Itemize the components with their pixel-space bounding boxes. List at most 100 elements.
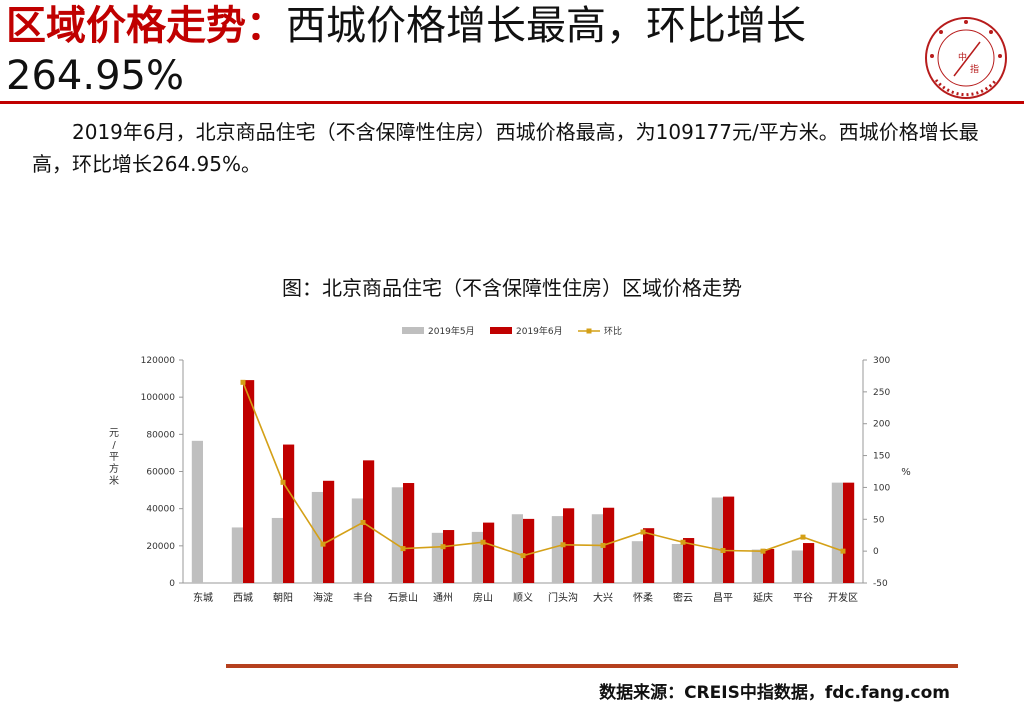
- x-tick-label: 朝阳: [273, 592, 293, 604]
- mom-change-point: [400, 546, 406, 552]
- summary-text: 2019年6月，北京商品住宅（不含保障性住房）西城价格最高，为109177元/平…: [32, 120, 979, 176]
- bar-may: [391, 487, 403, 583]
- x-tick-label: 房山: [473, 591, 493, 604]
- mom-change-point: [760, 548, 766, 554]
- x-tick-label: 丰台: [353, 591, 373, 604]
- legend-swatch-marker: [586, 328, 592, 334]
- x-tick-label: 西城: [233, 592, 253, 604]
- bar-may: [631, 541, 643, 583]
- legend-label: 2019年5月: [428, 325, 475, 337]
- x-tick-label: 通州: [433, 592, 453, 604]
- mom-change-point: [240, 379, 246, 385]
- y-axis-label-char: 元: [109, 428, 119, 439]
- mom-change-point: [520, 553, 526, 559]
- mom-change-point: [440, 544, 446, 550]
- x-tick-label: 密云: [673, 591, 693, 604]
- x-tick-label: 平谷: [793, 592, 813, 604]
- x-tick-label: 昌平: [713, 592, 733, 604]
- logo-center-top-text: 中: [958, 51, 967, 63]
- mom-change-point: [320, 541, 326, 547]
- price-trend-chart: 0 20000 40000 60000 80000 100000 120000 -50 0 50 1…: [109, 325, 911, 604]
- legend-label: 环比: [604, 325, 622, 337]
- mom-change-point: [560, 542, 566, 548]
- left-tick-label: 100000: [141, 393, 176, 403]
- bar-june: [443, 530, 455, 583]
- bar-may: [551, 516, 563, 583]
- x-tick-label: 大兴: [593, 591, 613, 604]
- bar-may: [671, 543, 683, 583]
- left-tick-label: 40000: [146, 505, 175, 515]
- page-title-main: 西城价格增长最高，环比增长: [286, 3, 806, 49]
- legend-label: 2019年6月: [516, 325, 563, 337]
- x-tick-label: 开发区: [828, 591, 858, 604]
- page-title-highlight: 区域价格走势：: [6, 3, 286, 49]
- mom-change-point: [840, 548, 846, 554]
- china-index-academy-logo: 中 指: [925, 17, 1007, 99]
- bar-june: [803, 543, 815, 583]
- bar-june: [323, 480, 335, 583]
- x-tick-label: 延庆: [753, 591, 773, 604]
- mom-change-line: [242, 382, 844, 557]
- bar-may: [791, 550, 803, 583]
- right-tick-label: 250: [873, 388, 890, 398]
- mom-change-point: [640, 529, 646, 535]
- mom-change-point: [360, 519, 366, 525]
- y-axis-label-char: 平: [109, 452, 119, 463]
- right-tick-label: 100: [873, 483, 890, 493]
- bar-june: [763, 548, 775, 583]
- bar-june: [363, 460, 375, 583]
- bar-june: [723, 496, 735, 583]
- header-divider: [0, 101, 1024, 104]
- x-tick-label: 门头沟: [548, 591, 578, 604]
- y2-axis-label: %: [901, 467, 911, 478]
- bar-may: [351, 498, 363, 583]
- bar-june: [523, 518, 535, 583]
- legend-swatch-june: [490, 327, 512, 334]
- bar-may: [711, 497, 723, 583]
- left-tick-label: 120000: [141, 356, 176, 366]
- x-tick-label: 顺义: [513, 592, 533, 604]
- right-tick-label: 0: [873, 547, 879, 557]
- page-title: 区域价格走势：西城价格增长最高，环比增长: [6, 2, 806, 50]
- bar-may: [271, 517, 283, 583]
- right-tick-label: 200: [873, 420, 890, 430]
- mom-change-point: [280, 479, 286, 485]
- bar-may: [311, 491, 323, 583]
- y-axis-label-char: 米: [109, 474, 119, 487]
- logo-center-bottom-text: 指: [970, 63, 979, 75]
- bar-june: [243, 380, 255, 583]
- bar-may: [191, 440, 203, 583]
- bar-june: [403, 483, 415, 583]
- left-tick-label: 0: [169, 579, 175, 589]
- left-tick-label: 60000: [146, 468, 175, 478]
- legend-swatch-may: [402, 327, 424, 334]
- data-source: 数据来源：CREIS中指数据，fdc.fang.com: [599, 683, 950, 703]
- left-tick-label: 20000: [146, 542, 175, 552]
- bar-may: [751, 549, 763, 583]
- bar-june: [643, 528, 655, 583]
- bar-june: [843, 482, 855, 583]
- right-tick-label: 300: [873, 356, 890, 366]
- x-tick-label: 东城: [193, 591, 213, 604]
- bar-june: [283, 444, 295, 583]
- bar-may: [591, 514, 603, 583]
- page-title-line2: 264.95%: [6, 53, 184, 99]
- right-tick-label: 50: [873, 515, 885, 525]
- left-tick-label: 80000: [146, 430, 175, 440]
- y-axis-label-char: 方: [109, 462, 119, 475]
- bar-may: [831, 482, 843, 583]
- x-tick-label: 海淀: [313, 591, 333, 604]
- bar-may: [231, 527, 243, 583]
- chart-caption: 图：北京商品住宅（不含保障性住房）区域价格走势: [282, 276, 742, 300]
- y-axis-label-char: /: [112, 440, 116, 451]
- bar-june: [483, 522, 495, 583]
- mom-change-point: [600, 542, 606, 548]
- mom-change-point: [680, 539, 686, 545]
- right-tick-label: 150: [873, 452, 890, 462]
- summary-paragraph: 2019年6月，北京商品住宅（不含保障性住房）西城价格最高，为109177元/平…: [32, 116, 1004, 180]
- x-tick-label: 怀柔: [633, 592, 653, 604]
- right-tick-label: -50: [873, 579, 888, 589]
- mom-change-point: [480, 539, 486, 545]
- bar-june: [603, 507, 615, 583]
- bar-may: [511, 514, 523, 583]
